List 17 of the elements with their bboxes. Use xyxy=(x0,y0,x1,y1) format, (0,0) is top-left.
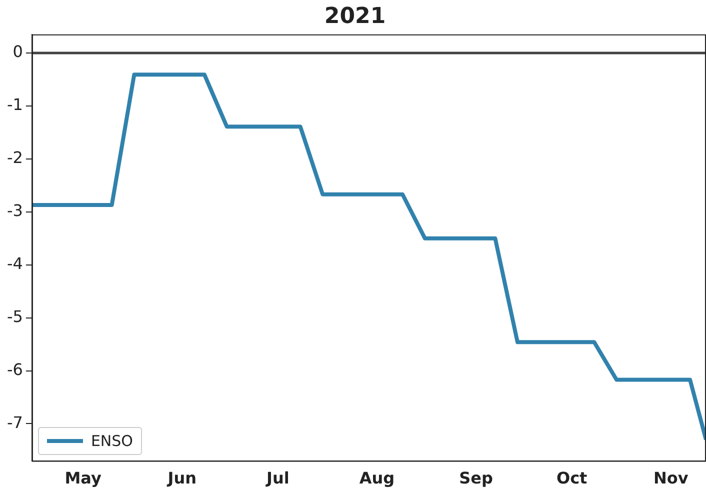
y-tick-label: 0 xyxy=(12,42,23,62)
y-tick-label: -2 xyxy=(7,148,23,168)
y-tick-label: -1 xyxy=(7,95,23,114)
x-tick-label: Nov xyxy=(653,468,689,488)
y-tick-label: -3 xyxy=(7,201,23,220)
y-tick-label: -4 xyxy=(7,254,23,273)
y-tick-label: -5 xyxy=(7,306,23,326)
x-tick-label: Sep xyxy=(459,468,493,488)
x-tick-label: Aug xyxy=(359,468,395,488)
x-tick-label: Jul xyxy=(266,468,290,488)
legend-label: ENSO xyxy=(90,432,133,450)
x-tick-label: Jun xyxy=(166,468,196,488)
y-tick-label: -7 xyxy=(7,412,23,432)
y-tick-label: -6 xyxy=(7,360,23,379)
chart-title: 2021 xyxy=(324,4,386,29)
x-tick-label: Oct xyxy=(556,468,588,488)
x-tick-label: May xyxy=(64,468,102,488)
